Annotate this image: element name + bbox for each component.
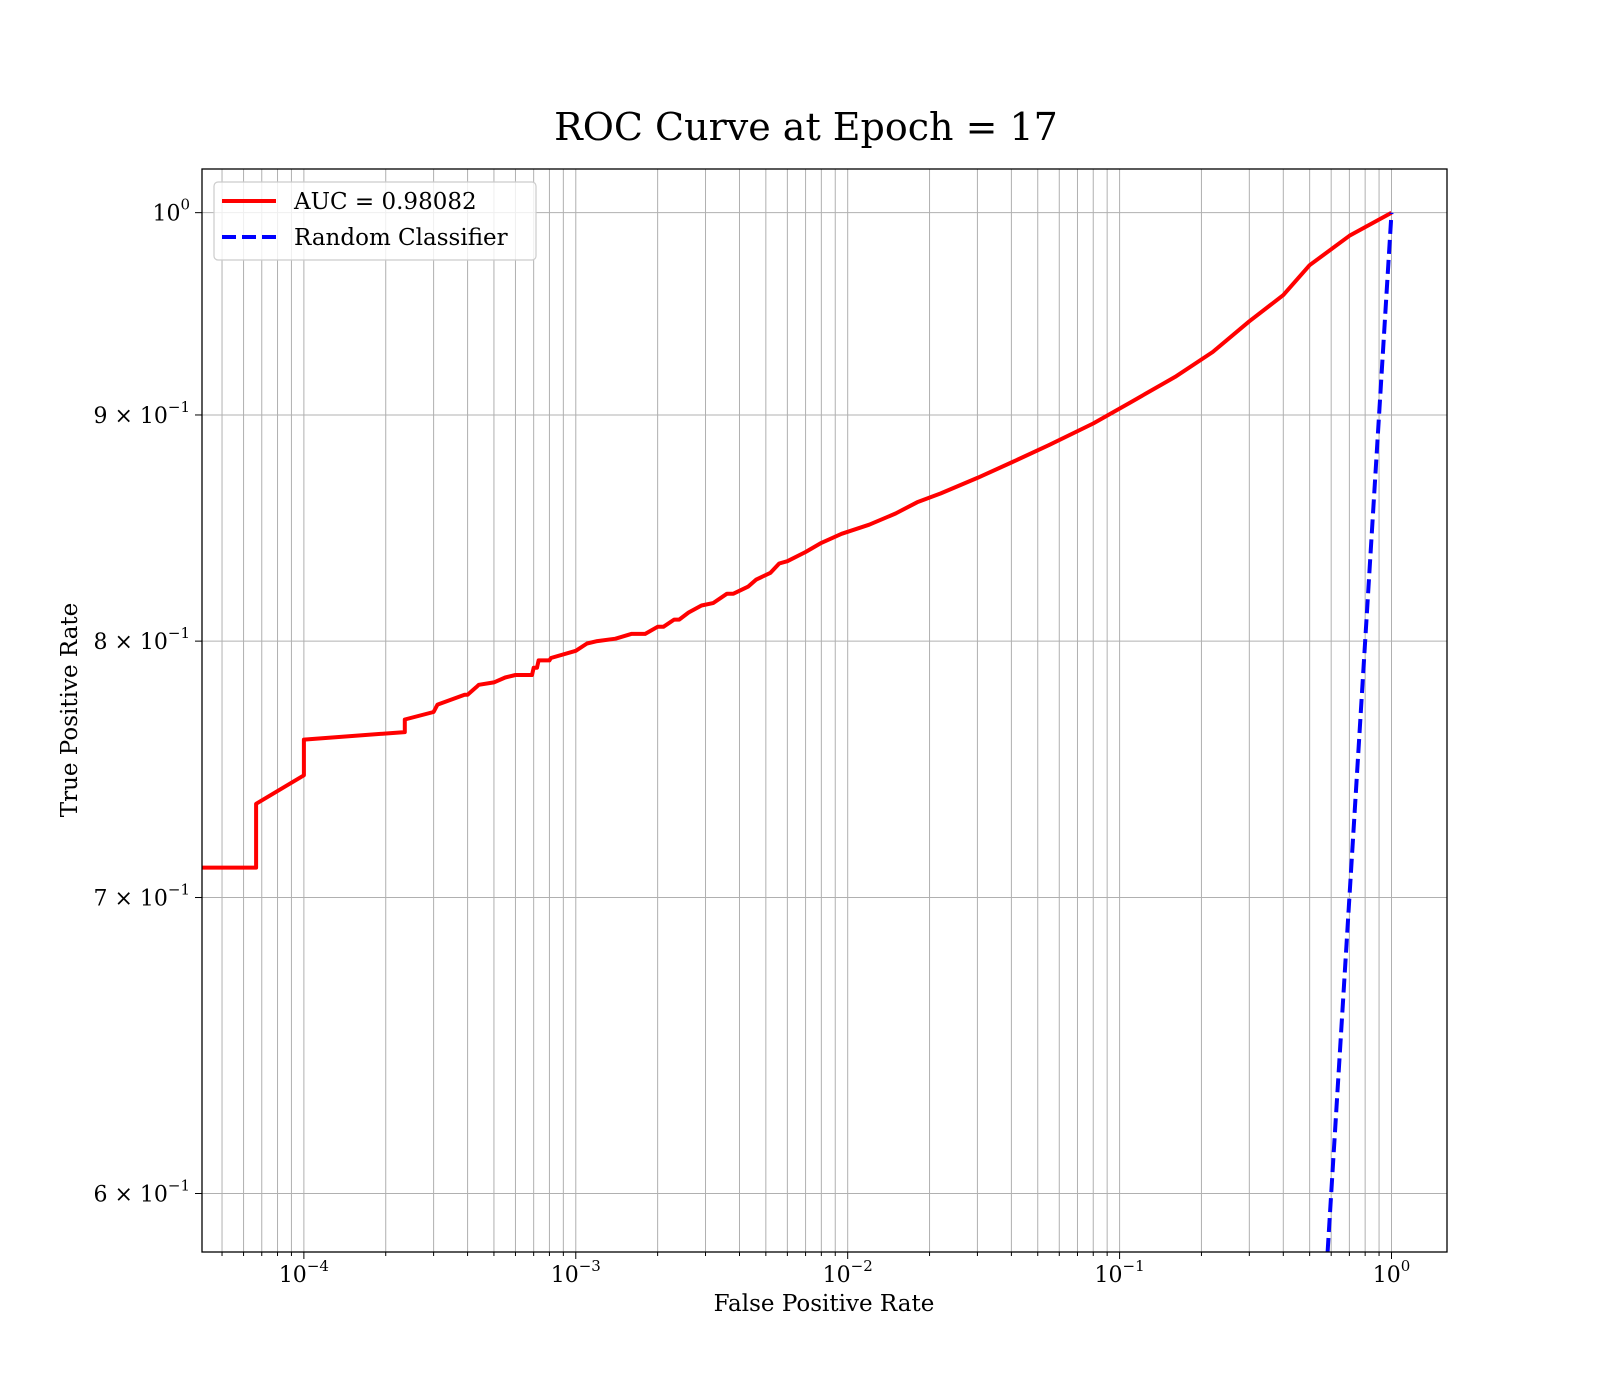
x-tick-label: 10−2 (823, 1257, 873, 1288)
y-tick-label: 100 (152, 196, 190, 227)
x-tick-labels: 10−4 10−3 10−2 10−1 100 (279, 1257, 1410, 1288)
y-tick-label: 8 × 10−1 (93, 624, 190, 655)
grid-lines (202, 169, 1447, 1252)
chart-title: ROC Curve at Epoch = 17 (554, 105, 1058, 149)
y-tick-label: 7 × 10−1 (93, 881, 190, 912)
y-tick-label: 9 × 10−1 (93, 398, 190, 429)
x-tick-label: 10−3 (551, 1257, 601, 1288)
y-axis-label: True Positive Rate (57, 603, 83, 818)
legend: AUC = 0.98082 Random Classifier (213, 181, 537, 261)
plot-frame (201, 168, 1448, 1253)
roc-curve-line (202, 210, 1393, 870)
legend-label-auc: AUC = 0.98082 (293, 189, 477, 215)
y-tick-labels: 6 × 10−1 7 × 10−1 8 × 10−1 9 × 10−1 100 (93, 196, 190, 1208)
axis-ticks (195, 212, 1392, 1259)
series-lines (202, 210, 1394, 1252)
legend-box (213, 181, 537, 261)
random-classifier-line (1325, 212, 1394, 1252)
y-tick-label: 6 × 10−1 (93, 1177, 190, 1208)
x-axis-label: False Positive Rate (714, 1291, 935, 1317)
x-tick-label: 10−4 (279, 1257, 329, 1288)
x-tick-label: 10−1 (1095, 1257, 1145, 1288)
legend-label-random: Random Classifier (294, 225, 508, 251)
x-tick-label: 100 (1373, 1257, 1411, 1288)
